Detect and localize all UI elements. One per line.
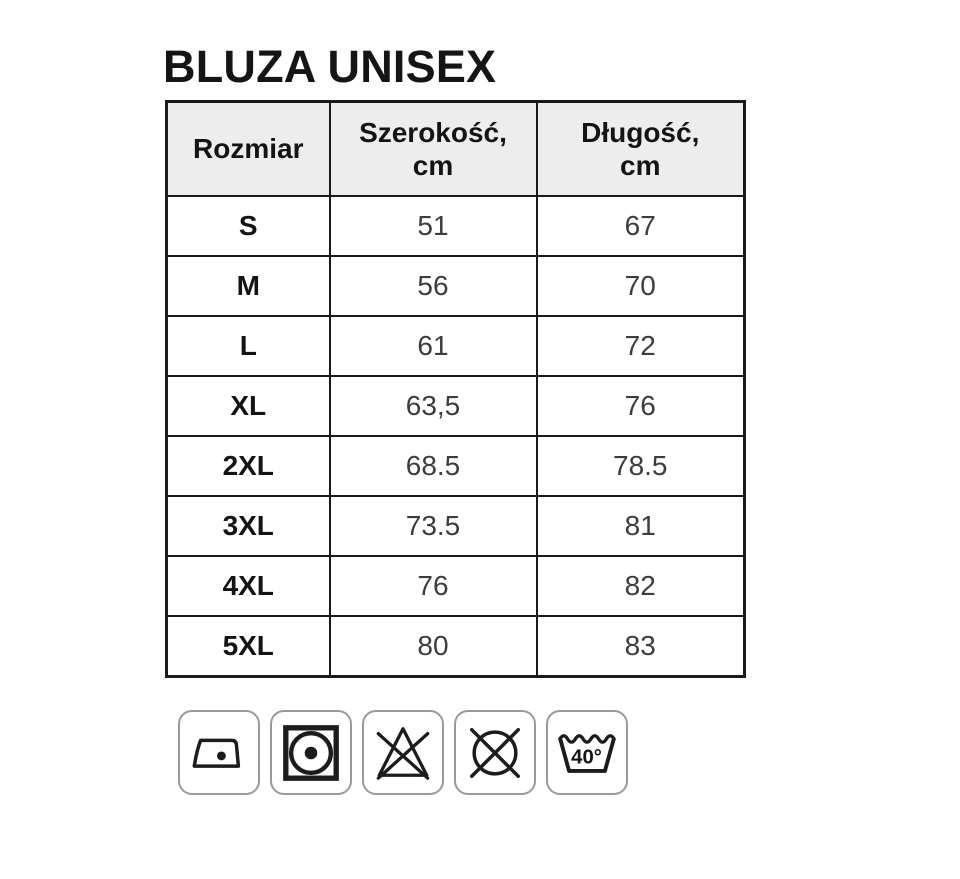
care-icon-box-do-not-dry-clean <box>454 710 536 795</box>
length-cell: 67 <box>535 195 746 257</box>
size-cell: 3XL <box>165 495 331 557</box>
size-cell: S <box>165 195 331 257</box>
care-icon-box-tumble-dry <box>270 710 352 795</box>
page-title: BLUZA UNISEX <box>163 41 497 92</box>
size-table: Rozmiar Szerokość, cm Długość, cm S 51 6… <box>165 100 746 678</box>
length-cell: 81 <box>535 495 746 557</box>
table-row: S 51 67 <box>165 195 746 257</box>
width-cell: 73.5 <box>328 495 538 557</box>
size-cell: L <box>165 315 331 377</box>
wash-40-degrees-icon: 40° <box>558 733 616 773</box>
size-cell: 2XL <box>165 435 331 497</box>
length-cell: 76 <box>535 375 746 437</box>
width-cell: 51 <box>328 195 538 257</box>
length-cell: 78.5 <box>535 435 746 497</box>
width-cell: 80 <box>328 615 538 678</box>
size-table-header: Rozmiar Szerokość, cm Długość, cm <box>165 100 746 197</box>
size-cell: 4XL <box>165 555 331 617</box>
column-header-dlugosc: Długość, cm <box>535 100 746 197</box>
size-cell: XL <box>165 375 331 437</box>
column-header-rozmiar: Rozmiar <box>165 100 331 197</box>
length-cell: 83 <box>535 615 746 678</box>
size-table-body: S 51 67 M 56 70 L 61 72 XL 63,5 76 2XL 6 <box>165 195 746 678</box>
length-cell: 70 <box>535 255 746 317</box>
size-cell: 5XL <box>165 615 331 678</box>
table-row: 4XL 76 82 <box>165 555 746 617</box>
do-not-bleach-icon <box>376 726 430 780</box>
table-row: 5XL 80 83 <box>165 615 746 678</box>
table-row: L 61 72 <box>165 315 746 377</box>
table-row: M 56 70 <box>165 255 746 317</box>
width-cell: 61 <box>328 315 538 377</box>
wash-temperature-label: 40° <box>571 746 602 768</box>
do-not-dry-clean-icon <box>470 727 520 778</box>
length-cell: 72 <box>535 315 746 377</box>
width-cell: 76 <box>328 555 538 617</box>
iron-one-dot-icon <box>192 738 241 768</box>
width-cell: 68.5 <box>328 435 538 497</box>
table-row: XL 63,5 76 <box>165 375 746 437</box>
width-cell: 56 <box>328 255 538 317</box>
size-cell: M <box>165 255 331 317</box>
tumble-dry-one-dot-icon <box>283 724 339 781</box>
column-header-szerokosc: Szerokość, cm <box>328 100 538 197</box>
width-cell: 63,5 <box>328 375 538 437</box>
header-row: Rozmiar Szerokość, cm Długość, cm <box>165 100 746 197</box>
care-icon-box-wash-40: 40° <box>546 710 628 795</box>
care-icon-box-iron <box>178 710 260 795</box>
care-icons-row: 40° <box>178 710 628 795</box>
length-cell: 82 <box>535 555 746 617</box>
table-row: 3XL 73.5 81 <box>165 495 746 557</box>
table-row: 2XL 68.5 78.5 <box>165 435 746 497</box>
care-icon-box-do-not-bleach <box>362 710 444 795</box>
